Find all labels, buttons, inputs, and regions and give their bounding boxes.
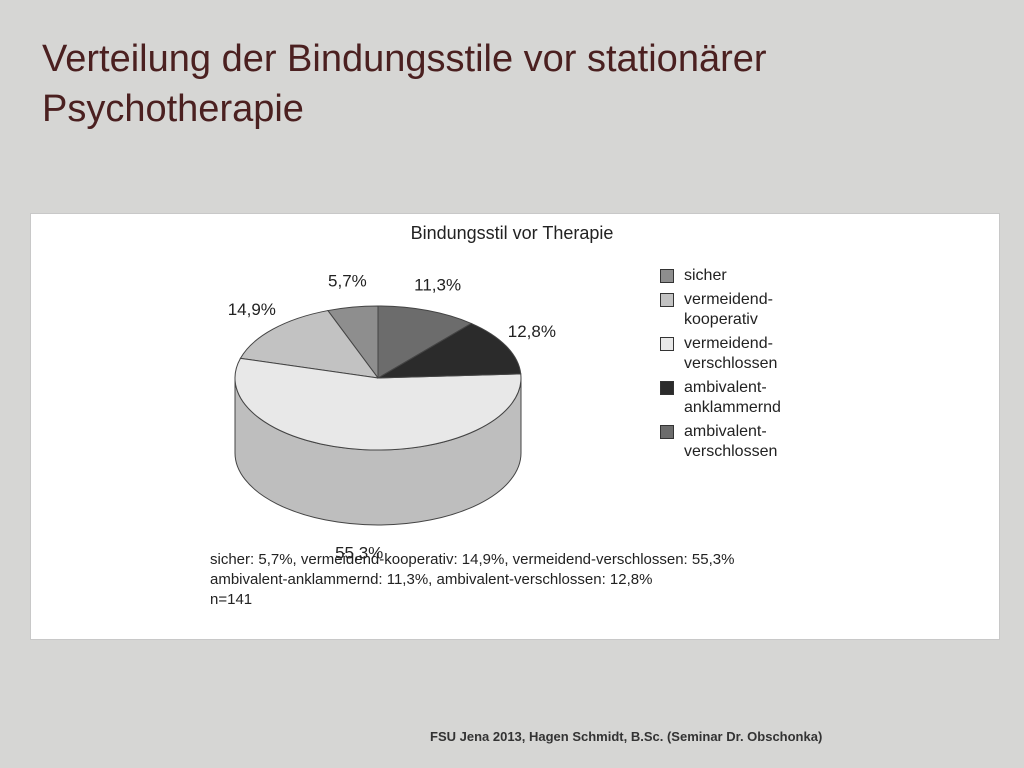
data-label: 14,9% (228, 300, 276, 319)
pie-slice (377, 305, 473, 379)
legend-swatch (660, 269, 674, 283)
legend-label: ambivalent-verschlossen (684, 423, 778, 460)
data-label: 11,3% (414, 276, 461, 295)
legend-item: ambivalent-anklammernd (660, 378, 800, 418)
legend-item: vermeidend-verschlossen (660, 334, 800, 374)
legend-label: vermeidend-kooperativ (684, 291, 773, 328)
legend-swatch (660, 293, 674, 307)
legend-swatch (660, 425, 674, 439)
slide-title: Verteilung der Bindungsstile vor station… (42, 38, 767, 130)
legend-swatch (660, 337, 674, 351)
pie-slice (239, 310, 380, 379)
pie-slice (377, 322, 522, 379)
data-label: 5,7% (328, 271, 367, 290)
legend-item: ambivalent-verschlossen (660, 422, 800, 462)
legend: sicher vermeidend-kooperativ vermeidend-ve… (660, 266, 800, 466)
legend-swatch (660, 381, 674, 395)
note: sicher: 5,7%, vermeidend-kooperativ: 14,… (210, 551, 735, 568)
legend-item: vermeidend-kooperativ (660, 290, 800, 330)
chart-title: Bindungsstil vor Therapie (410, 223, 614, 243)
pie-slice (234, 357, 522, 451)
footer: FSU Jena 2013, Hagen Schmidt, B.Sc. (Sem… (430, 729, 823, 744)
legend-label: sicher (684, 267, 727, 284)
legend-label: vermeidend-verschlossen (684, 335, 778, 372)
data-label: 12,8% (508, 322, 556, 341)
legend-item: sicher (660, 266, 800, 286)
data-label: 55,3% (335, 544, 383, 563)
note: n=141 (210, 591, 253, 608)
note: ambivalent-anklammernd: 11,3%, ambivalen… (210, 571, 653, 588)
notes: sicher: 5,7%, vermeidend-kooperativ: 14,… (210, 550, 734, 610)
legend-label: ambivalent-anklammernd (684, 379, 781, 416)
